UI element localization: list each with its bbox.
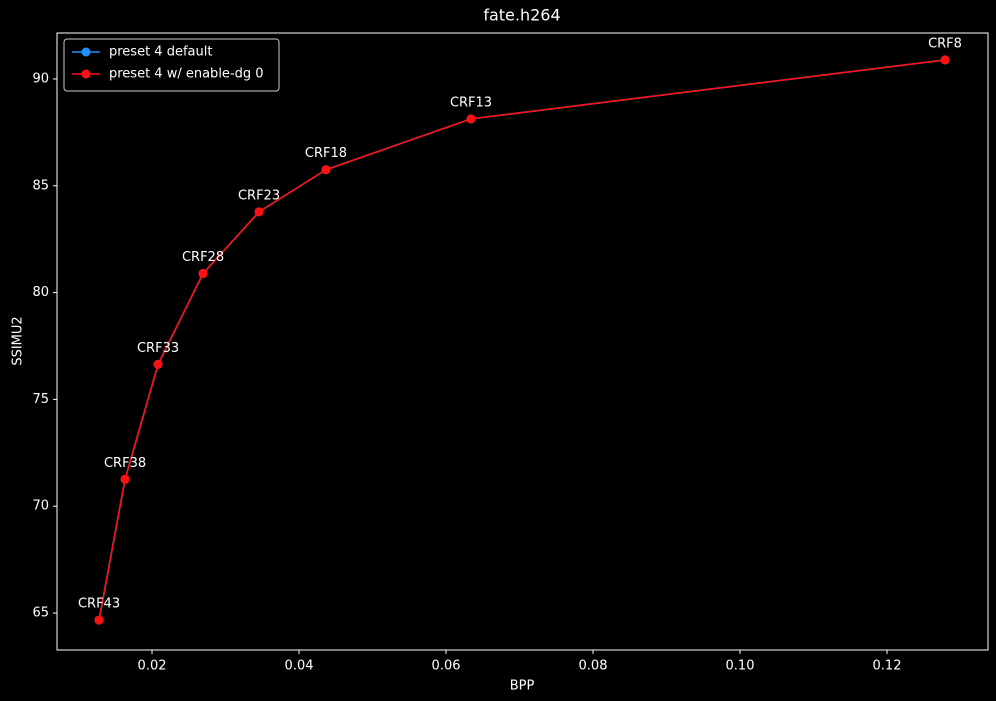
legend-box <box>63 38 280 92</box>
x-tick-label: 0.02 <box>138 659 167 674</box>
point-label: CRF23 <box>238 188 280 203</box>
point-label: CRF33 <box>137 341 179 356</box>
data-point <box>466 114 476 124</box>
point-label: CRF28 <box>182 250 224 265</box>
data-point <box>254 207 264 217</box>
data-point <box>321 165 331 175</box>
legend-label: preset 4 w/ enable-dg 0 <box>109 67 264 82</box>
point-label: CRF43 <box>78 597 120 612</box>
point-label: CRF8 <box>928 36 962 51</box>
y-tick-label: 80 <box>32 285 49 300</box>
y-tick-label: 85 <box>32 178 49 193</box>
y-tick-label: 75 <box>32 392 49 407</box>
x-axis-label: BPP <box>510 679 535 694</box>
x-tick-label: 0.06 <box>432 659 461 674</box>
legend-marker <box>81 47 91 57</box>
y-tick-label: 90 <box>32 71 49 86</box>
data-point <box>198 269 208 279</box>
x-tick-label: 0.04 <box>285 659 314 674</box>
chart-title: fate.h264 <box>483 6 560 25</box>
point-label: CRF38 <box>104 456 146 471</box>
legend-marker <box>81 69 91 79</box>
data-point <box>94 615 104 625</box>
point-label: CRF13 <box>450 95 492 110</box>
series-line <box>98 59 946 621</box>
y-axis-label: SSIMU2 <box>11 316 26 365</box>
series-line <box>98 59 946 621</box>
data-point <box>940 55 950 65</box>
x-tick-label: 0.08 <box>579 659 608 674</box>
legend-label: preset 4 default <box>109 45 212 60</box>
plot-frame <box>56 32 989 651</box>
point-label: CRF18 <box>305 146 347 161</box>
y-tick-label: 65 <box>32 606 49 621</box>
y-tick-label: 70 <box>32 499 49 514</box>
x-tick-label: 0.12 <box>873 659 902 674</box>
x-tick-label: 0.10 <box>726 659 755 674</box>
data-point <box>153 359 163 369</box>
data-point <box>120 474 130 484</box>
